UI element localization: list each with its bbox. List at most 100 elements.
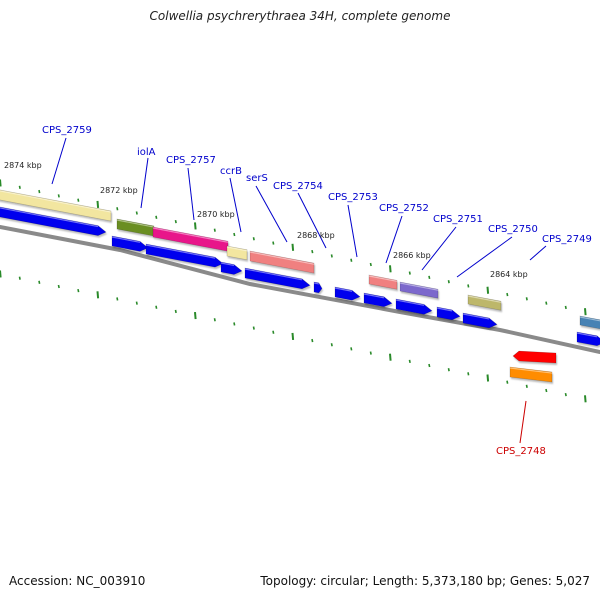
genome-summary-text: Topology: circular; Length: 5,373,180 bp… — [260, 574, 590, 588]
cds-arrow-8-highlight — [395, 299, 425, 306]
leader-line-2 — [187, 167, 195, 221]
gene-label-cps-2757[interactable]: CPS_2757 — [166, 155, 216, 166]
leader-line-0 — [51, 137, 67, 185]
tick-lower — [350, 347, 353, 351]
gene-cps-2748[interactable] — [512, 350, 557, 364]
gene-features — [0, 189, 600, 383]
cds-arrow-0[interactable] — [0, 206, 107, 236]
gene-sers[interactable] — [249, 250, 315, 274]
cds-arrow-3-highlight — [220, 262, 235, 267]
tick-lower — [506, 380, 509, 384]
gene-label-cps-2752[interactable]: CPS_2752 — [379, 203, 429, 214]
gene-label-sers[interactable]: serS — [246, 173, 268, 184]
cds-arrow-11[interactable] — [576, 331, 600, 347]
tick-lower — [486, 374, 490, 382]
kbp-label-2868: 2868 kbp — [297, 231, 335, 240]
gene-cps-2752[interactable] — [399, 281, 439, 299]
tick-upper — [155, 215, 158, 219]
leader-line-9 — [456, 236, 513, 278]
gene-labels: CPS_2759 iolA CPS_2757 ccrB serS CPS_275… — [42, 125, 592, 457]
cds-arrow-2[interactable] — [145, 243, 224, 268]
leader-line-8 — [421, 226, 457, 271]
leader-line-11 — [519, 400, 527, 444]
cds-arrow-4-highlight — [244, 268, 303, 281]
tick-upper — [252, 237, 255, 241]
tick-lower — [116, 297, 119, 301]
tick-lower — [233, 322, 236, 326]
kbp-label-2866: 2866 kbp — [393, 251, 431, 260]
gene-label-cps-2750[interactable]: CPS_2750 — [488, 224, 538, 235]
kbp-labels: 2874 kbp 2872 kbp 2870 kbp 2868 kbp 2866… — [4, 161, 528, 279]
leader-line-10 — [529, 245, 547, 261]
cds-arrow-1-highlight — [111, 236, 141, 243]
tick-lower — [18, 276, 21, 280]
cds-arrow-6[interactable] — [334, 286, 361, 301]
gene-cps-2752-highlight — [399, 282, 439, 291]
cds-cps-2748-highlight — [509, 367, 553, 374]
tick-lower — [38, 280, 41, 284]
tick-lower — [96, 291, 100, 299]
cds-arrow-9[interactable] — [436, 306, 461, 321]
tick-lower — [291, 332, 295, 340]
tick-upper — [18, 185, 21, 189]
gene-label-iola[interactable]: iolA — [137, 147, 156, 158]
gene-label-cps-2753[interactable]: CPS_2753 — [328, 192, 378, 203]
tick-upper — [135, 211, 138, 215]
cds-arrow-2-highlight — [145, 244, 216, 259]
tick-lower — [0, 270, 2, 278]
gene-cps-2759[interactable] — [0, 189, 112, 222]
tick-upper — [447, 280, 450, 284]
genome-backbone — [0, 225, 600, 354]
tick-upper — [506, 292, 509, 297]
gene-cps-2759-highlight — [0, 190, 112, 213]
cds-arrow-1[interactable] — [111, 235, 149, 252]
tick-lower — [525, 384, 528, 388]
leader-line-3 — [229, 177, 242, 233]
gene-cps-2753[interactable] — [368, 274, 398, 290]
tick-upper — [0, 179, 2, 187]
gene-label-ccrb[interactable]: ccrB — [220, 166, 242, 177]
gene-label-cps-2749[interactable]: CPS_2749 — [542, 234, 592, 245]
tick-upper — [467, 284, 470, 288]
tick-lower — [57, 284, 60, 289]
cds-arrow-4[interactable] — [244, 267, 311, 290]
gene-cps-2753-highlight — [368, 275, 398, 282]
gene-ccrb-highlight — [226, 246, 248, 252]
tick-upper — [96, 200, 100, 209]
tick-lower — [408, 359, 411, 364]
gene-label-cps-2751[interactable]: CPS_2751 — [433, 214, 483, 225]
tick-upper — [428, 275, 431, 280]
map-title: Colwellia psychrerythraea 34H, complete … — [149, 9, 451, 23]
cds-arrow-8[interactable] — [395, 298, 433, 315]
leader-line-5 — [297, 192, 327, 249]
cds-arrow-10-highlight — [462, 313, 490, 320]
cds-arrow-7[interactable] — [363, 292, 393, 308]
tick-upper — [545, 301, 548, 305]
kbp-label-2872: 2872 kbp — [100, 186, 138, 195]
tick-lower — [213, 318, 216, 322]
gene-label-cps-2748[interactable]: CPS_2748 — [496, 446, 546, 457]
tick-upper — [486, 286, 490, 294]
cds-arrow-5[interactable] — [313, 281, 323, 294]
tick-lower — [155, 305, 158, 309]
tick-upper — [116, 207, 119, 211]
gene-cps-2749[interactable] — [579, 315, 600, 330]
gene-cps-2750[interactable] — [467, 294, 502, 311]
tick-upper — [291, 243, 295, 251]
cds-arrow-10[interactable] — [462, 312, 498, 329]
cds-cps-2748[interactable] — [509, 366, 553, 383]
tick-upper — [194, 222, 197, 230]
cds-arrow-7-highlight — [363, 293, 385, 299]
tick-upper — [369, 262, 372, 267]
tick-lower — [77, 288, 80, 293]
cds-arrow-3[interactable] — [220, 261, 243, 275]
tick-lower — [330, 343, 333, 347]
gene-label-cps-2759[interactable]: CPS_2759 — [42, 125, 92, 136]
tick-upper — [174, 219, 177, 224]
gene-label-cps-2754[interactable]: CPS_2754 — [273, 181, 323, 192]
tick-lower — [428, 363, 431, 368]
tick-upper — [584, 308, 587, 316]
tick-upper — [311, 249, 314, 254]
